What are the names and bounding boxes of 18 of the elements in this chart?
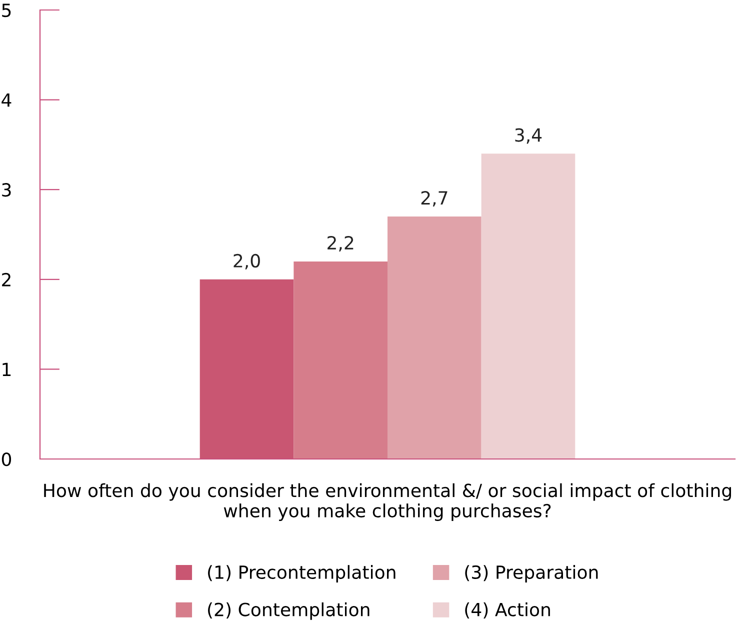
data-label: 2,0 [234,254,260,270]
legend-label: (3) Preparation [465,565,598,583]
y-tick-label: 0 [2,452,12,466]
legend-label: (4) Action [465,602,550,618]
bar [294,261,388,459]
y-tick-label: 3 [2,183,11,197]
legend-label: (1) Precontemplation [208,565,396,583]
y-tick-label: 2 [2,272,10,286]
y-tick-label: 1 [2,362,11,376]
data-label: 2,2 [328,236,354,252]
y-tick-label: 5 [2,4,11,18]
data-label: 2,7 [421,191,448,207]
bar [388,216,482,459]
y-tick-label: 4 [2,93,12,107]
legend-label: (2) Contemplation [208,602,370,620]
x-axis-title: How often do you consider the environmental &/ or social impact of clothing when you make clothing purchases? [44,483,731,521]
data-label: 3,4 [515,128,542,144]
bar [481,154,576,459]
